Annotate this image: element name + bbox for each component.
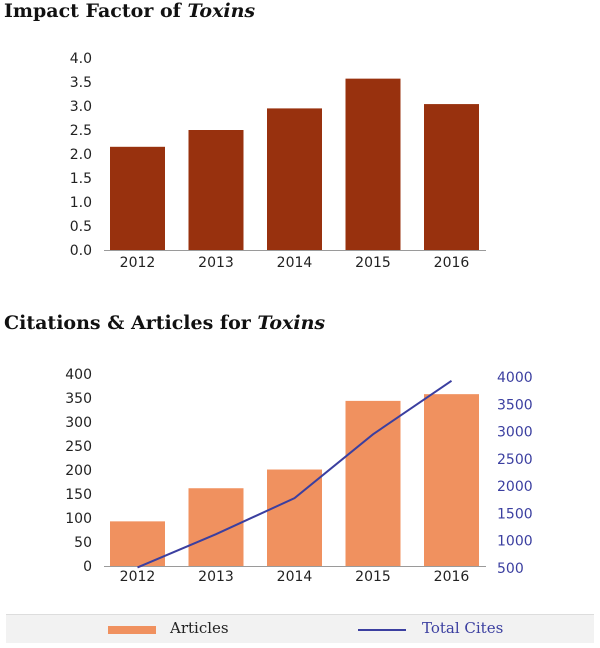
total-cites-y-tick: 3000	[497, 425, 533, 441]
citations-articles-title-text: Citations & Articles for	[4, 312, 251, 334]
impact-factor-title-journal: Toxins	[187, 0, 256, 22]
articles-y-tick: 350	[65, 391, 92, 407]
articles-bar	[345, 400, 401, 566]
impact-factor-y-tick: 3.0	[70, 99, 92, 115]
impact-factor-bar	[188, 130, 244, 250]
legend: Articles Total Cites	[6, 614, 594, 643]
articles-y-tick: 200	[65, 463, 92, 479]
legend-articles-swatch	[108, 626, 156, 634]
articles-bar	[110, 521, 165, 566]
impact-factor-y-tick: 2.0	[70, 147, 92, 163]
articles-y-tick: 300	[65, 415, 92, 431]
total-cites-y-tick: 1500	[497, 506, 533, 522]
articles-y-tick: 100	[65, 511, 92, 527]
impact-factor-x-tick: 2016	[434, 255, 470, 271]
articles-y-tick: 50	[74, 535, 92, 551]
total-cites-y-tick: 4000	[497, 370, 533, 386]
impact-factor-bar	[424, 104, 479, 250]
impact-factor-bar	[267, 108, 322, 251]
legend-articles-label: Articles	[170, 619, 229, 637]
citations-articles-title-journal: Toxins	[257, 312, 326, 334]
impact-factor-title-text: Impact Factor of	[4, 0, 181, 22]
impact-factor-y-tick: 1.5	[70, 171, 92, 187]
impact-factor-x-tick: 2014	[277, 255, 313, 271]
articles-bar	[188, 488, 244, 566]
articles-y-tick: 400	[65, 367, 92, 383]
citations-x-tick: 2016	[434, 569, 470, 585]
total-cites-y-tick: 1000	[497, 534, 533, 550]
citations-x-tick: 2012	[120, 569, 156, 585]
impact-factor-y-tick: 2.5	[70, 123, 92, 139]
citations-articles-title: Citations & Articles for Toxins	[4, 312, 325, 334]
articles-bar	[267, 469, 322, 566]
articles-bar	[424, 394, 479, 566]
impact-factor-x-tick: 2013	[198, 255, 234, 271]
citations-x-tick: 2013	[198, 569, 234, 585]
impact-factor-y-tick: 0.0	[70, 243, 92, 259]
impact-factor-title: Impact Factor of Toxins	[4, 0, 255, 22]
total-cites-y-tick: 2000	[497, 479, 533, 495]
articles-y-tick: 150	[65, 487, 92, 503]
legend-cites-label: Total Cites	[422, 619, 504, 637]
impact-factor-x-tick: 2012	[120, 255, 156, 271]
impact-factor-bar	[345, 78, 401, 250]
legend-cites-line	[358, 629, 406, 631]
impact-factor-bar	[110, 146, 165, 250]
impact-factor-x-tick: 2015	[355, 255, 391, 271]
total-cites-y-tick: 500	[497, 561, 524, 577]
articles-y-tick: 250	[65, 439, 92, 455]
citations-x-tick: 2014	[277, 569, 313, 585]
impact-factor-y-tick: 4.0	[70, 51, 92, 67]
total-cites-y-tick: 3500	[497, 397, 533, 413]
articles-y-tick: 0	[83, 559, 92, 575]
citations-x-tick: 2015	[355, 569, 391, 585]
total-cites-y-tick: 2500	[497, 452, 533, 468]
impact-factor-y-tick: 3.5	[70, 75, 92, 91]
impact-factor-y-tick: 1.0	[70, 195, 92, 211]
impact-factor-y-tick: 0.5	[70, 219, 92, 235]
